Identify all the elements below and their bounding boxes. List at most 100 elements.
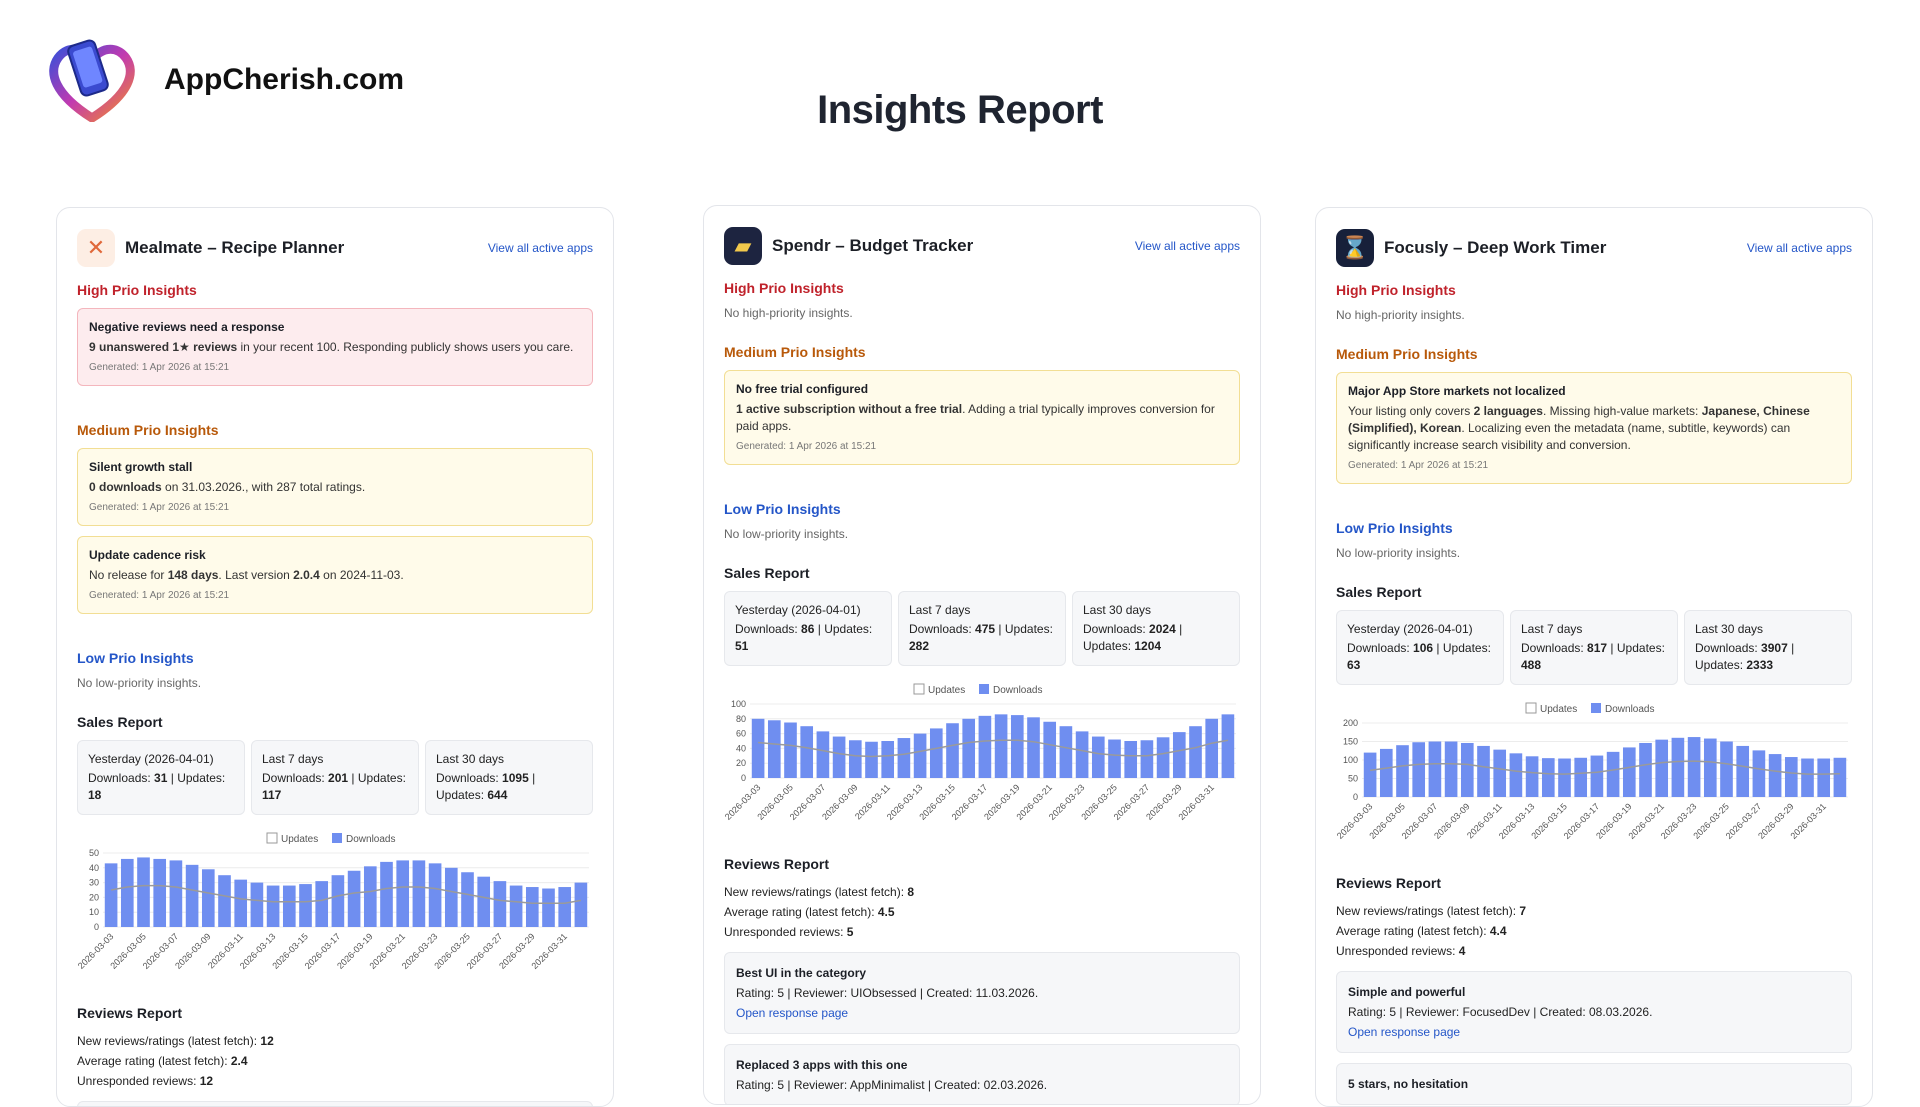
sales-stat: Last 30 days Downloads: 3907 | Updates: 2…: [1684, 610, 1852, 685]
stat-downloads: 3907: [1761, 641, 1788, 655]
insight-text: . Adding a trial typically improves conv…: [736, 402, 1215, 433]
y-tick-label: 80: [736, 714, 746, 724]
insight-card: Silent growth stall 0 downloads on 31.03…: [77, 448, 593, 526]
app-title: Mealmate – Recipe Planner: [125, 238, 345, 257]
downloads-bar: [1172, 732, 1186, 778]
reviews-unresponded: Unresponded reviews: 12: [77, 1071, 593, 1091]
downloads-bar: [978, 715, 992, 778]
insight-card: No free trial configured 1 active subscr…: [724, 370, 1240, 465]
downloads-bar: [363, 866, 377, 927]
page-title: Insights Report: [817, 88, 1103, 132]
insight-card: Update cadence risk No release for 148 d…: [77, 536, 593, 614]
insight-generated: Generated: 1 Apr 2026 at 15:21: [89, 362, 230, 373]
stat-downloads: 817: [1587, 641, 1608, 655]
insight-text: on 2024-11-03.: [319, 568, 404, 582]
downloads-bar: [1541, 758, 1555, 797]
review-card: [77, 1101, 593, 1106]
stat-updates: 51: [735, 639, 749, 653]
stat-key: Updates:: [436, 788, 485, 802]
y-tick-label: 40: [89, 863, 99, 873]
y-tick-label: 150: [1343, 737, 1358, 747]
insight-title: No free trial configured: [736, 382, 869, 396]
stat-key: Downloads:: [735, 622, 798, 636]
stat-label: Last 30 days: [1083, 603, 1152, 617]
downloads-bar: [1509, 753, 1523, 797]
review-card: Simple and powerful Rating: 5 | Reviewer…: [1336, 971, 1852, 1053]
sales-chart: Updates Downloads0204060801002026-03-0320…: [724, 683, 1236, 822]
stat-key: Updates:: [1442, 641, 1491, 655]
downloads-bar: [1493, 749, 1507, 797]
no-low-insights: No low-priority insights.: [724, 527, 849, 541]
view-all-apps-link[interactable]: View all active apps: [1746, 241, 1852, 255]
stat-key: Downloads:: [1521, 641, 1584, 655]
downloads-bar: [1059, 726, 1073, 778]
stat-updates: 282: [909, 639, 930, 653]
y-tick-label: 200: [1343, 718, 1358, 728]
y-tick-label: 10: [89, 907, 99, 917]
open-response-link[interactable]: Open response page: [1348, 1025, 1461, 1039]
stat-key: Updates:: [177, 771, 226, 785]
legend-downloads-swatch: [332, 833, 342, 843]
insight-text: Your listing only covers: [1348, 404, 1474, 418]
stat-label: Last 30 days: [1695, 622, 1764, 636]
view-all-apps-link[interactable]: View all active apps: [1134, 239, 1240, 253]
open-response-link[interactable]: Open response page: [736, 1006, 849, 1020]
brand[interactable]: AppCherish.com: [44, 38, 404, 122]
review-card: 5 stars, no hesitation: [1336, 1063, 1852, 1105]
downloads-bar: [751, 718, 765, 778]
app-card-spendr: ▰ Spendr – Budget Tracker View all activ…: [703, 205, 1261, 1105]
downloads-bar: [1720, 741, 1733, 797]
downloads-bar: [1752, 750, 1766, 797]
stat-downloads: 2024: [1149, 622, 1176, 636]
downloads-bar: [994, 714, 1008, 778]
downloads-bar: [250, 882, 264, 927]
brand-name: AppCherish.com: [164, 63, 405, 96]
insight-title: Negative reviews need a response: [89, 320, 285, 334]
no-low-insights: No low-priority insights.: [77, 676, 202, 690]
y-tick-label: 50: [89, 848, 99, 858]
view-all-apps-link[interactable]: View all active apps: [487, 241, 593, 255]
downloads-bar: [1412, 742, 1426, 797]
insight-strong: 9 unanswered 1★ reviews: [89, 340, 238, 354]
reviews-key: Average rating (latest fetch):: [724, 905, 875, 919]
reviews-new: New reviews/ratings (latest fetch): 12: [77, 1031, 593, 1051]
stat-updates: 1204: [1134, 639, 1162, 653]
downloads-bar: [1460, 742, 1474, 797]
downloads-bar: [1091, 736, 1105, 778]
downloads-bar: [1189, 726, 1202, 778]
stat-updates: 488: [1521, 658, 1542, 672]
stat-key: Updates:: [1695, 658, 1744, 672]
reviews-key: New reviews/ratings (latest fetch):: [1336, 904, 1517, 918]
reviews-value: 12: [260, 1034, 274, 1048]
insight-generated: Generated: 1 Apr 2026 at 15:21: [1348, 460, 1489, 471]
downloads-bar: [1043, 721, 1057, 778]
low-prio-heading: Low Prio Insights: [1336, 520, 1453, 536]
downloads-bar: [169, 860, 183, 927]
downloads-bar: [1027, 717, 1040, 778]
stat-key: Updates:: [1616, 641, 1665, 655]
downloads-bar: [412, 860, 426, 927]
insight-text: . Localizing even the metadata (name, su…: [1348, 421, 1791, 452]
downloads-bar: [1205, 718, 1219, 778]
stat-downloads: 475: [975, 622, 996, 636]
insight-text: No release for: [89, 568, 168, 582]
app-title: Spendr – Budget Tracker: [772, 236, 974, 255]
sales-stat: Yesterday (2026-04-01) Downloads: 86 | Up…: [724, 591, 892, 666]
reviews-unresponded: Unresponded reviews: 5: [724, 922, 1240, 942]
insight-generated: Generated: 1 Apr 2026 at 15:21: [89, 590, 230, 601]
stat-label: Last 30 days: [436, 752, 505, 766]
stat-label: Yesterday (2026-04-01): [1347, 622, 1473, 636]
downloads-bar: [461, 872, 474, 927]
downloads-bar: [574, 882, 588, 927]
app-card-focusly: ⌛ Focusly – Deep Work Timer View all act…: [1315, 207, 1873, 1107]
downloads-bar: [282, 885, 296, 927]
downloads-bar: [493, 881, 507, 927]
sales-chart: Updates Downloads0501001502002026-03-0320…: [1336, 702, 1848, 841]
insight-generated: Generated: 1 Apr 2026 at 15:21: [736, 441, 877, 452]
stat-label: Last 7 days: [1521, 622, 1583, 636]
updates-line: [758, 739, 1229, 758]
sales-heading: Sales Report: [77, 714, 163, 730]
sales-stat: Last 7 days Downloads: 201 | Updates: 117: [251, 740, 419, 815]
y-tick-label: 60: [736, 729, 746, 739]
stat-updates: 644: [487, 788, 508, 802]
